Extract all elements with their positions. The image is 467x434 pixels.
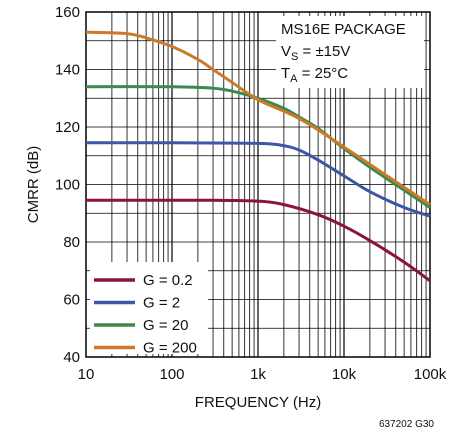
legend-background xyxy=(90,262,208,354)
figure-id: 637202 G30 xyxy=(379,419,434,430)
temperature-note-main: T xyxy=(281,65,290,82)
x-tick-label: 100 xyxy=(159,366,184,383)
y-tick-label: 40 xyxy=(63,349,80,366)
series-line-1 xyxy=(85,198,431,283)
legend-label: G = 2 xyxy=(143,295,180,312)
temperature-note-value: = 25°C xyxy=(298,65,349,82)
y-tick-label: 80 xyxy=(63,234,80,251)
y-tick-label: 60 xyxy=(63,292,80,309)
x-tick-label: 100k xyxy=(414,366,447,383)
legend: G = 0.2 G = 2 G = 20 G = 200 xyxy=(90,262,208,357)
tick-labels: 10 100 1k 10k 100k 40 60 80 100 120 140 160 xyxy=(55,4,447,383)
y-axis-label: CMRR (dB) xyxy=(25,146,42,224)
x-tick-label: 10 xyxy=(78,366,95,383)
series-line-2 xyxy=(85,141,431,218)
legend-label: G = 20 xyxy=(143,317,188,334)
y-tick-label: 100 xyxy=(55,177,80,194)
supply-note-value: = ±15V xyxy=(298,43,350,60)
x-axis-label: FREQUENCY (Hz) xyxy=(195,394,321,411)
temperature-note: TA = 25°C xyxy=(281,65,348,85)
series-line-3 xyxy=(85,85,431,209)
series-line-4 xyxy=(85,30,431,206)
y-tick-label: 120 xyxy=(55,119,80,136)
condition-annotation: MS16E PACKAGE VS = ±15V TA = 25°C xyxy=(276,16,424,88)
package-note: MS16E PACKAGE xyxy=(281,21,406,38)
temperature-note-subscript: A xyxy=(290,73,298,85)
plot-frame xyxy=(85,11,431,358)
supply-note-subscript: S xyxy=(291,51,298,63)
supply-note-main: V xyxy=(281,43,291,60)
supply-note: VS = ±15V xyxy=(281,43,350,63)
annotation-background xyxy=(276,16,424,88)
series-lines xyxy=(85,30,431,283)
y-tick-label: 160 xyxy=(55,4,80,21)
y-tick-label: 140 xyxy=(55,62,80,79)
x-tick-label: 1k xyxy=(250,366,266,383)
legend-label: G = 0.2 xyxy=(143,272,193,289)
x-tick-label: 10k xyxy=(332,366,357,383)
legend-label: G = 200 xyxy=(143,340,197,357)
